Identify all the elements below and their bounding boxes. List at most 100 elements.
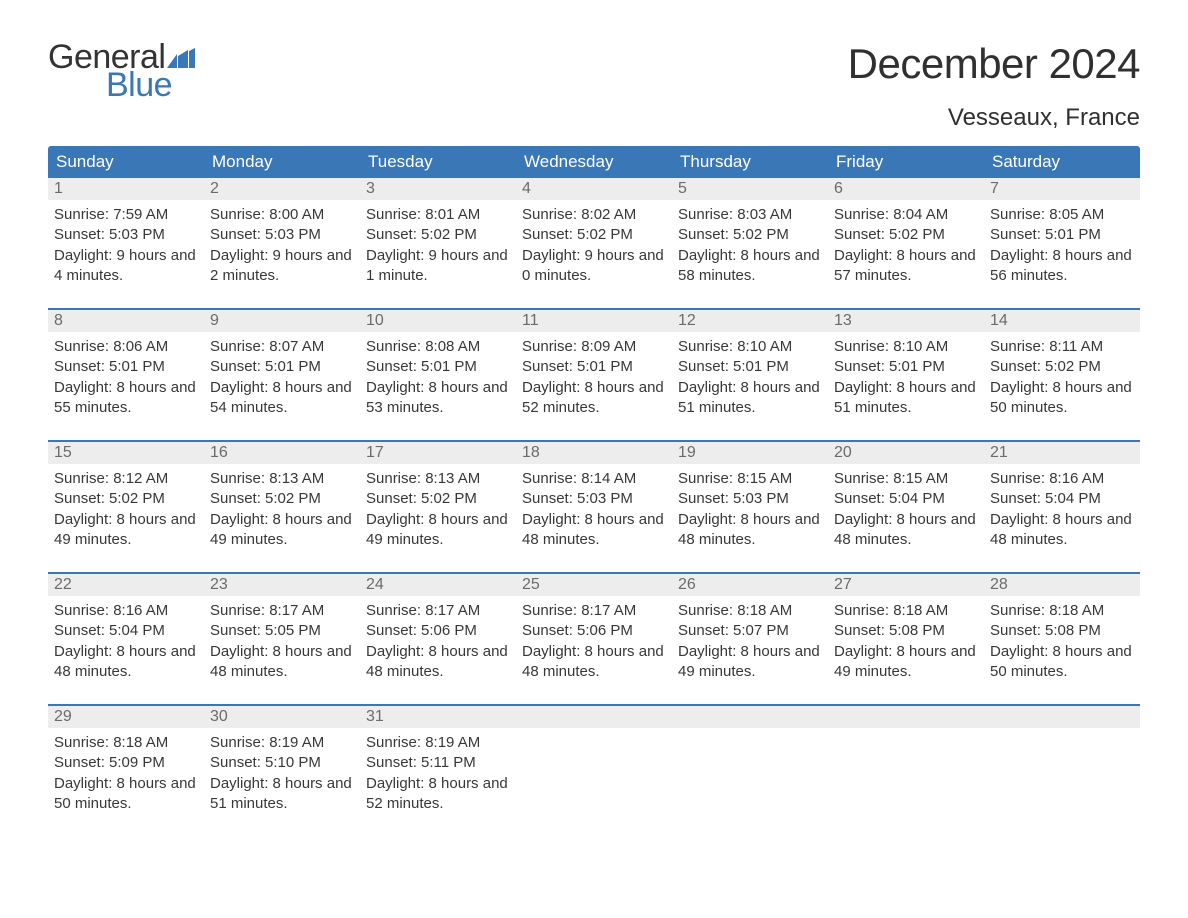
day-info: Sunrise: 8:18 AMSunset: 5:08 PMDaylight:… bbox=[984, 596, 1140, 692]
day-number: 3 bbox=[360, 178, 516, 200]
daylight-line: Daylight: 8 hours and 52 minutes. bbox=[366, 774, 510, 815]
daylight-line: Daylight: 8 hours and 49 minutes. bbox=[678, 642, 822, 683]
sunrise-line: Sunrise: 8:17 AM bbox=[522, 601, 666, 621]
calendar-cell: 13Sunrise: 8:10 AMSunset: 5:01 PMDayligh… bbox=[828, 310, 984, 428]
day-info: Sunrise: 8:15 AMSunset: 5:04 PMDaylight:… bbox=[828, 464, 984, 560]
day-info: Sunrise: 8:03 AMSunset: 5:02 PMDaylight:… bbox=[672, 200, 828, 296]
day-info: Sunrise: 8:09 AMSunset: 5:01 PMDaylight:… bbox=[516, 332, 672, 428]
weekday-tuesday: Tuesday bbox=[360, 146, 516, 178]
sunrise-line: Sunrise: 8:10 AM bbox=[678, 337, 822, 357]
day-number: 26 bbox=[672, 574, 828, 596]
daylight-line: Daylight: 8 hours and 50 minutes. bbox=[990, 642, 1134, 683]
sunrise-line: Sunrise: 8:04 AM bbox=[834, 205, 978, 225]
day-info: Sunrise: 8:13 AMSunset: 5:02 PMDaylight:… bbox=[360, 464, 516, 560]
day-info: Sunrise: 8:18 AMSunset: 5:07 PMDaylight:… bbox=[672, 596, 828, 692]
day-number: 10 bbox=[360, 310, 516, 332]
calendar-cell: 30Sunrise: 8:19 AMSunset: 5:10 PMDayligh… bbox=[204, 706, 360, 824]
day-info: Sunrise: 8:05 AMSunset: 5:01 PMDaylight:… bbox=[984, 200, 1140, 296]
day-number: 19 bbox=[672, 442, 828, 464]
calendar-cell: 27Sunrise: 8:18 AMSunset: 5:08 PMDayligh… bbox=[828, 574, 984, 692]
calendar-week: 1Sunrise: 7:59 AMSunset: 5:03 PMDaylight… bbox=[48, 178, 1140, 296]
day-info: Sunrise: 7:59 AMSunset: 5:03 PMDaylight:… bbox=[48, 200, 204, 296]
daylight-line: Daylight: 8 hours and 54 minutes. bbox=[210, 378, 354, 419]
daylight-line: Daylight: 8 hours and 50 minutes. bbox=[990, 378, 1134, 419]
daylight-line: Daylight: 8 hours and 49 minutes. bbox=[834, 642, 978, 683]
daylight-line: Daylight: 9 hours and 0 minutes. bbox=[522, 246, 666, 287]
calendar-cell bbox=[828, 706, 984, 824]
calendar-cell: 22Sunrise: 8:16 AMSunset: 5:04 PMDayligh… bbox=[48, 574, 204, 692]
day-info: Sunrise: 8:10 AMSunset: 5:01 PMDaylight:… bbox=[828, 332, 984, 428]
day-info: Sunrise: 8:15 AMSunset: 5:03 PMDaylight:… bbox=[672, 464, 828, 560]
header: General Blue December 2024 Vesseaux, Fra… bbox=[48, 40, 1140, 142]
sunset-line: Sunset: 5:01 PM bbox=[678, 357, 822, 377]
calendar-cell bbox=[672, 706, 828, 824]
sunrise-line: Sunrise: 8:19 AM bbox=[366, 733, 510, 753]
day-number: 21 bbox=[984, 442, 1140, 464]
sunset-line: Sunset: 5:02 PM bbox=[522, 225, 666, 245]
weekday-saturday: Saturday bbox=[984, 146, 1140, 178]
calendar-cell: 18Sunrise: 8:14 AMSunset: 5:03 PMDayligh… bbox=[516, 442, 672, 560]
weekday-sunday: Sunday bbox=[48, 146, 204, 178]
sunrise-line: Sunrise: 8:07 AM bbox=[210, 337, 354, 357]
day-number: 16 bbox=[204, 442, 360, 464]
calendar-cell: 28Sunrise: 8:18 AMSunset: 5:08 PMDayligh… bbox=[984, 574, 1140, 692]
day-number: 6 bbox=[828, 178, 984, 200]
sunset-line: Sunset: 5:07 PM bbox=[678, 621, 822, 641]
day-number-empty bbox=[984, 706, 1140, 728]
sunrise-line: Sunrise: 8:17 AM bbox=[210, 601, 354, 621]
daylight-line: Daylight: 8 hours and 55 minutes. bbox=[54, 378, 198, 419]
day-number: 28 bbox=[984, 574, 1140, 596]
day-info: Sunrise: 8:07 AMSunset: 5:01 PMDaylight:… bbox=[204, 332, 360, 428]
day-number: 31 bbox=[360, 706, 516, 728]
calendar-cell: 6Sunrise: 8:04 AMSunset: 5:02 PMDaylight… bbox=[828, 178, 984, 296]
sunset-line: Sunset: 5:02 PM bbox=[54, 489, 198, 509]
day-info: Sunrise: 8:17 AMSunset: 5:06 PMDaylight:… bbox=[360, 596, 516, 692]
day-info: Sunrise: 8:17 AMSunset: 5:06 PMDaylight:… bbox=[516, 596, 672, 692]
calendar-cell: 10Sunrise: 8:08 AMSunset: 5:01 PMDayligh… bbox=[360, 310, 516, 428]
day-number: 20 bbox=[828, 442, 984, 464]
sunrise-line: Sunrise: 8:16 AM bbox=[54, 601, 198, 621]
sunset-line: Sunset: 5:03 PM bbox=[522, 489, 666, 509]
day-number: 25 bbox=[516, 574, 672, 596]
sunset-line: Sunset: 5:02 PM bbox=[834, 225, 978, 245]
sunset-line: Sunset: 5:10 PM bbox=[210, 753, 354, 773]
daylight-line: Daylight: 8 hours and 48 minutes. bbox=[522, 642, 666, 683]
sunrise-line: Sunrise: 8:05 AM bbox=[990, 205, 1134, 225]
daylight-line: Daylight: 8 hours and 49 minutes. bbox=[210, 510, 354, 551]
day-number: 15 bbox=[48, 442, 204, 464]
daylight-line: Daylight: 9 hours and 1 minute. bbox=[366, 246, 510, 287]
sunrise-line: Sunrise: 8:18 AM bbox=[990, 601, 1134, 621]
daylight-line: Daylight: 8 hours and 51 minutes. bbox=[678, 378, 822, 419]
sunset-line: Sunset: 5:02 PM bbox=[210, 489, 354, 509]
sunset-line: Sunset: 5:11 PM bbox=[366, 753, 510, 773]
day-info: Sunrise: 8:11 AMSunset: 5:02 PMDaylight:… bbox=[984, 332, 1140, 428]
day-info: Sunrise: 8:04 AMSunset: 5:02 PMDaylight:… bbox=[828, 200, 984, 296]
sunrise-line: Sunrise: 8:06 AM bbox=[54, 337, 198, 357]
sunset-line: Sunset: 5:08 PM bbox=[990, 621, 1134, 641]
day-number: 4 bbox=[516, 178, 672, 200]
sunset-line: Sunset: 5:02 PM bbox=[366, 225, 510, 245]
day-number: 30 bbox=[204, 706, 360, 728]
day-number: 2 bbox=[204, 178, 360, 200]
day-number: 24 bbox=[360, 574, 516, 596]
sunset-line: Sunset: 5:01 PM bbox=[834, 357, 978, 377]
calendar-cell: 23Sunrise: 8:17 AMSunset: 5:05 PMDayligh… bbox=[204, 574, 360, 692]
sunset-line: Sunset: 5:09 PM bbox=[54, 753, 198, 773]
sunrise-line: Sunrise: 8:16 AM bbox=[990, 469, 1134, 489]
sunrise-line: Sunrise: 8:02 AM bbox=[522, 205, 666, 225]
day-info: Sunrise: 8:18 AMSunset: 5:08 PMDaylight:… bbox=[828, 596, 984, 692]
daylight-line: Daylight: 8 hours and 48 minutes. bbox=[522, 510, 666, 551]
calendar-cell: 4 Sunrise: 8:02 AMSunset: 5:02 PMDaylight… bbox=[516, 178, 672, 296]
sunrise-line: Sunrise: 7:59 AM bbox=[54, 205, 198, 225]
weekday-friday: Friday bbox=[828, 146, 984, 178]
sunset-line: Sunset: 5:01 PM bbox=[54, 357, 198, 377]
day-info: Sunrise: 8:10 AMSunset: 5:01 PMDaylight:… bbox=[672, 332, 828, 428]
daylight-line: Daylight: 8 hours and 49 minutes. bbox=[54, 510, 198, 551]
page-title: December 2024 bbox=[848, 40, 1140, 88]
sunrise-line: Sunrise: 8:15 AM bbox=[834, 469, 978, 489]
calendar-cell: 29Sunrise: 8:18 AMSunset: 5:09 PMDayligh… bbox=[48, 706, 204, 824]
calendar-cell: 19Sunrise: 8:15 AMSunset: 5:03 PMDayligh… bbox=[672, 442, 828, 560]
sunrise-line: Sunrise: 8:03 AM bbox=[678, 205, 822, 225]
sunset-line: Sunset: 5:04 PM bbox=[990, 489, 1134, 509]
weekday-monday: Monday bbox=[204, 146, 360, 178]
